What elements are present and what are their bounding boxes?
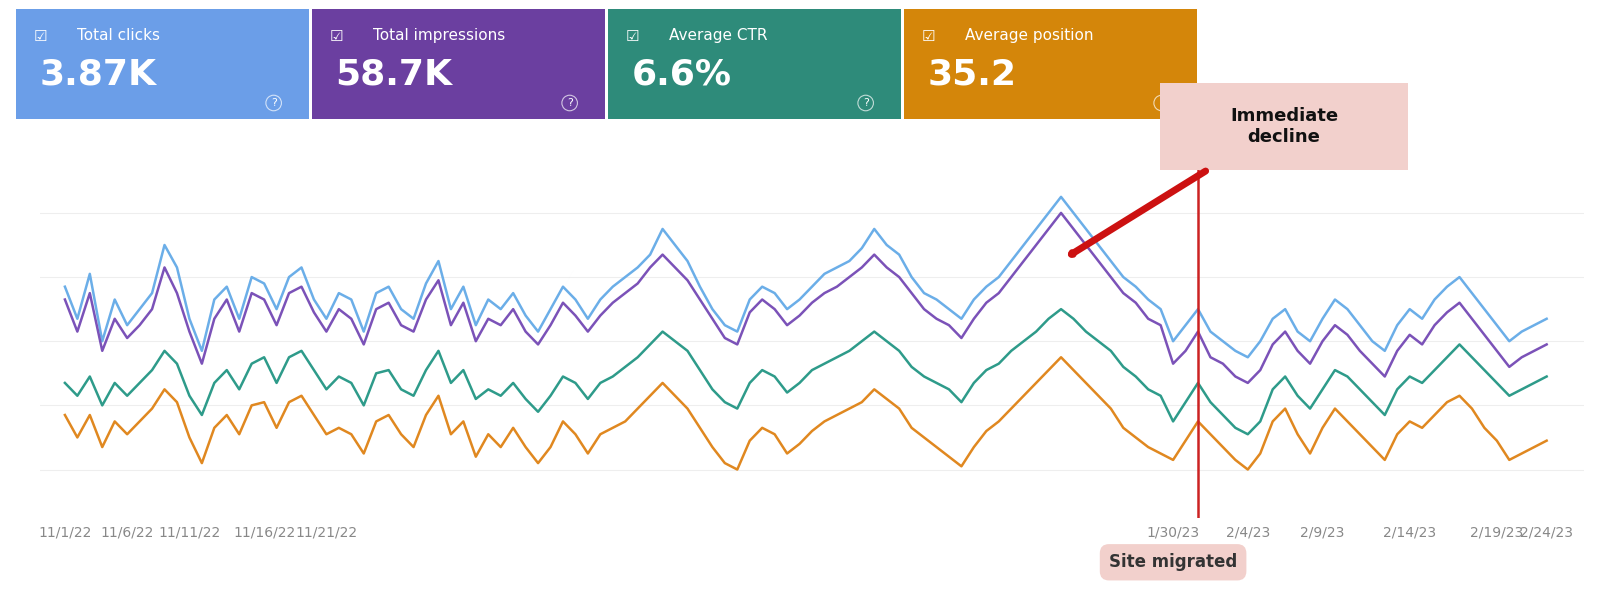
Text: ☑: ☑ [626,29,638,44]
Text: ?: ? [566,98,573,108]
Text: Total impressions: Total impressions [373,27,506,43]
Text: ☑: ☑ [330,29,342,44]
Text: Average position: Average position [965,27,1094,43]
Text: Site migrated: Site migrated [1109,553,1237,571]
Text: ?: ? [1158,98,1165,108]
Text: 6.6%: 6.6% [632,58,731,92]
Text: 58.7K: 58.7K [336,58,453,92]
Text: ☑: ☑ [922,29,934,44]
Text: ☑: ☑ [34,29,46,44]
Text: ?: ? [270,98,277,108]
Text: 3.87K: 3.87K [40,58,157,92]
Text: Immediate
decline: Immediate decline [1230,107,1338,146]
Text: Average CTR: Average CTR [669,27,768,43]
Text: Total clicks: Total clicks [77,27,160,43]
Text: ?: ? [862,98,869,108]
Text: 35.2: 35.2 [928,58,1016,92]
